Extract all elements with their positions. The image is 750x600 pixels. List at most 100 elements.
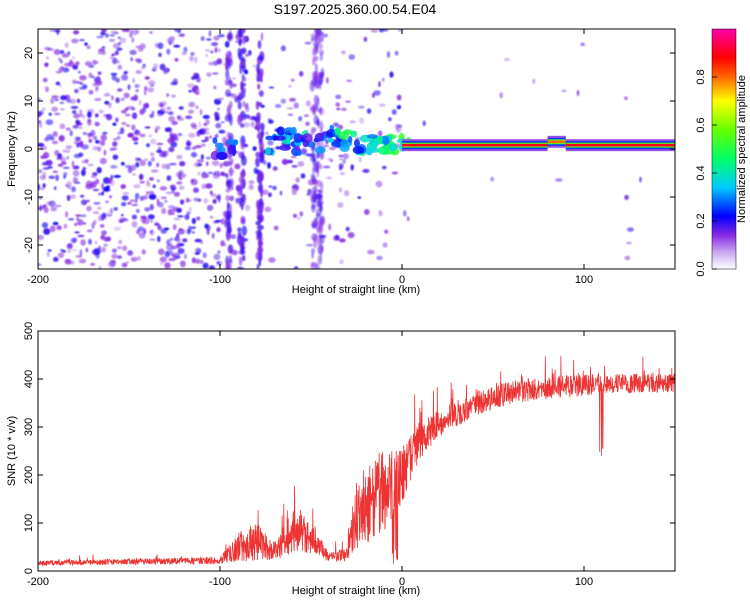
spectrogram-blob: [366, 134, 378, 139]
spectrogram-noise-speck: [280, 45, 286, 52]
spectrogram-noise-speck: [108, 261, 116, 268]
spectrogram-noise-speck: [206, 204, 214, 211]
spectrogram-noise-speck: [71, 38, 79, 44]
spectrogram-noise-speck: [192, 145, 197, 151]
spectrogram-streak: [311, 104, 317, 115]
spectrogram-streak: [317, 71, 320, 82]
spectrogram-noise-speck: [59, 50, 65, 55]
spectrogram-noise-speck: [162, 101, 168, 106]
spectrogram-blob: [388, 143, 398, 152]
spectrogram-noise-speck: [101, 191, 105, 196]
spectrogram-noise-speck: [339, 158, 343, 161]
spectrogram-noise-speck: [197, 163, 203, 167]
spectrogram-streak: [318, 196, 323, 207]
snr-x-axis-title: Height of straight line (km): [292, 585, 420, 597]
spectrogram-noise-speck: [115, 50, 119, 55]
spectrogram-noise-speck: [122, 192, 129, 195]
spectrogram-noise-speck: [191, 257, 196, 264]
spectrogram-noise-speck: [117, 64, 123, 70]
spectrogram-noise-speck: [305, 121, 310, 126]
spectrogram-noise-speck: [398, 29, 403, 32]
spectrogram-noise-speck: [63, 149, 71, 153]
spectrogram-noise-speck: [53, 186, 57, 190]
spectrogram-noise-speck: [58, 67, 65, 73]
spectrogram-noise-speck: [72, 64, 79, 70]
spectrogram-noise-speck: [71, 249, 78, 252]
spectrogram-noise-speck: [193, 187, 199, 193]
spectrogram-noise-speck: [64, 211, 69, 218]
spectrogram-noise-speck: [403, 210, 407, 217]
spectrogram-noise-speck: [375, 180, 383, 188]
spectrogram-streak: [229, 166, 233, 177]
spectrogram-noise-speck: [363, 36, 368, 42]
spectrogram-noise-speck: [113, 226, 122, 231]
spectrogram-blob: [347, 136, 353, 143]
spectrogram-noise-speck: [182, 238, 188, 243]
spectrogram-noise-speck: [217, 48, 221, 53]
spectrogram-noise-speck: [79, 140, 84, 148]
spectrogram-blob: [302, 140, 309, 148]
spectrogram-noise-speck: [69, 98, 76, 105]
spectrogram-noise-speck: [202, 252, 207, 258]
spectrogram-noise-speck: [149, 31, 153, 34]
spectrogram-noise-speck: [188, 132, 196, 138]
spectrogram-noise-speck: [174, 58, 179, 62]
spectrogram-noise-speck: [110, 179, 115, 187]
spectrogram-noise-speck: [103, 243, 108, 247]
spectrogram-noise-speck: [112, 122, 117, 126]
spectrogram-streak: [240, 171, 245, 178]
spectrogram-streak: [240, 243, 243, 253]
spectrogram-noise-speck: [41, 222, 49, 229]
spectrogram-noise-speck: [45, 86, 49, 93]
spectrogram-noise-speck: [148, 193, 157, 200]
spectrogram-noise-speck: [72, 124, 79, 129]
spectrogram-noise-speck: [150, 152, 155, 156]
spectrogram-noise-speck: [244, 204, 251, 212]
spectrogram-noise-speck: [48, 200, 56, 208]
spectrogram-noise-speck: [147, 87, 155, 93]
spectrogram-streak: [226, 132, 231, 138]
spectrogram-streak: [310, 38, 314, 43]
spectrogram-noise-speck: [166, 249, 174, 256]
colorbar-frame: [711, 28, 737, 270]
spectrogram-noise-speck: [245, 102, 248, 110]
spectrogram-noise-speck: [242, 255, 246, 262]
spectrogram-noise-speck: [173, 136, 179, 142]
spectrogram-streak: [225, 68, 230, 80]
spectrogram-noise-speck: [148, 80, 156, 85]
spectrogram-noise-speck: [133, 142, 139, 145]
spectrogram-streak: [224, 265, 231, 269]
spectrogram-noise-speck: [97, 146, 102, 152]
spectrogram-noise-speck: [184, 146, 191, 151]
spectrogram-noise-speck: [382, 165, 387, 170]
spectrogram-noise-speck: [95, 87, 99, 92]
spectrogram-noise-speck: [64, 42, 69, 48]
spectrogram-noise-speck: [164, 262, 171, 269]
spectrogram-streak: [239, 65, 243, 75]
spectrogram-noise-speck: [88, 89, 94, 95]
spectrogram-noise-speck: [624, 255, 631, 261]
spectrogram-noise-speck: [74, 88, 79, 94]
spectrogram-streak: [255, 119, 261, 131]
spectrogram-streak: [318, 84, 322, 90]
spectrogram-noise-speck: [135, 161, 140, 168]
spectrogram-noise-speck: [142, 195, 148, 200]
spectrogram-noise-speck: [367, 249, 375, 255]
spectrogram-streak: [315, 179, 319, 188]
spectrogram-noise-speck: [72, 177, 78, 184]
spectrogram-noise-speck: [43, 228, 51, 235]
spectrogram-streak: [225, 89, 231, 98]
spectrogram-noise-speck: [111, 248, 117, 253]
spectrogram-noise-speck: [38, 142, 45, 147]
spectrogram-noise-speck: [335, 94, 342, 100]
spectrogram-noise-speck: [171, 188, 175, 194]
x-tick-label: -100: [209, 274, 231, 286]
spectrogram-noise-speck: [248, 180, 255, 184]
spectrogram-noise-speck: [288, 84, 292, 88]
spectrogram-noise-speck: [116, 47, 123, 51]
spectrogram-noise-speck: [115, 117, 119, 123]
spectrogram-noise-speck: [209, 215, 214, 219]
spectrogram-streak: [318, 235, 325, 245]
spectrogram-noise-speck: [211, 160, 220, 167]
spectrogram-noise-speck: [117, 36, 122, 39]
